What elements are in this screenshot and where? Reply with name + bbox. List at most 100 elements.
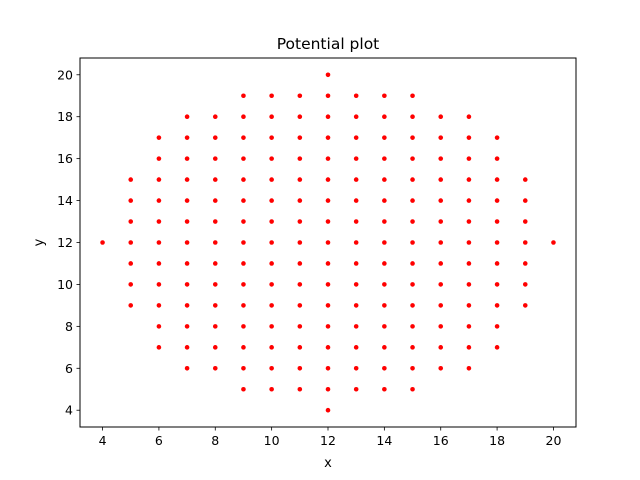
data-point — [325, 114, 331, 120]
data-point — [466, 156, 472, 161]
data-point — [297, 345, 303, 350]
data-point — [269, 135, 274, 140]
data-point — [438, 177, 444, 182]
data-point — [353, 198, 359, 203]
data-point — [353, 156, 359, 161]
data-point — [212, 177, 218, 182]
x-tick-label: 6 — [155, 433, 163, 448]
data-point — [410, 324, 415, 329]
data-point — [184, 282, 190, 287]
x-tick-label: 20 — [546, 433, 562, 448]
data-point — [212, 198, 218, 203]
data-point — [522, 240, 528, 245]
data-point — [325, 93, 331, 99]
x-tick-label: 16 — [433, 433, 449, 448]
data-point — [100, 240, 105, 245]
data-point — [325, 177, 331, 182]
data-point — [241, 156, 246, 161]
data-point — [297, 177, 303, 182]
data-point — [297, 386, 303, 392]
data-point — [325, 345, 331, 350]
data-point — [466, 114, 472, 120]
data-point — [297, 93, 303, 99]
data-point — [522, 303, 528, 308]
data-point — [269, 303, 274, 308]
data-point — [269, 219, 274, 224]
data-point — [410, 303, 415, 308]
data-point — [438, 345, 444, 350]
data-point — [353, 177, 359, 182]
data-point — [410, 177, 415, 182]
data-point — [466, 365, 472, 371]
data-point — [410, 198, 415, 203]
data-point — [156, 177, 162, 182]
data-point — [241, 303, 246, 308]
data-point — [156, 219, 162, 224]
data-point — [382, 156, 387, 161]
data-point — [297, 365, 303, 371]
data-point — [184, 261, 190, 266]
data-point — [382, 93, 387, 99]
data-point — [297, 303, 303, 308]
ticks-layer: 4 6 8 10 12 14 16 18 20 4 6 8 10 12 14 16 18 20 — [57, 67, 561, 448]
data-point — [241, 219, 246, 224]
data-point — [438, 240, 444, 245]
data-point — [410, 156, 415, 161]
data-point — [438, 135, 444, 140]
y-tick-label: 20 — [57, 67, 73, 82]
data-point — [410, 365, 415, 371]
x-tick-label: 4 — [99, 433, 107, 448]
y-tick-label: 10 — [57, 277, 73, 292]
data-point — [353, 93, 359, 99]
y-tick-label: 12 — [57, 235, 73, 250]
data-point — [241, 386, 246, 392]
data-point — [128, 261, 134, 266]
data-point — [212, 114, 218, 120]
data-point — [212, 135, 218, 140]
data-point — [466, 198, 472, 203]
x-tick-label: 12 — [320, 433, 336, 448]
data-point — [269, 156, 274, 161]
data-point — [325, 219, 331, 224]
data-point — [212, 345, 218, 350]
data-point — [466, 219, 472, 224]
data-point — [353, 114, 359, 120]
data-point — [184, 114, 190, 120]
data-point — [438, 324, 444, 329]
data-point — [156, 345, 162, 350]
data-point — [156, 198, 162, 203]
data-point — [410, 219, 415, 224]
x-tick-label: 14 — [376, 433, 392, 448]
data-point — [410, 93, 415, 99]
data-point — [353, 365, 359, 371]
data-point — [494, 177, 500, 182]
data-point — [382, 240, 387, 245]
data-point — [466, 135, 472, 140]
data-point — [241, 365, 246, 371]
data-point — [438, 156, 444, 161]
data-point — [522, 177, 528, 182]
data-point — [522, 198, 528, 203]
data-point — [410, 345, 415, 350]
data-point — [184, 198, 190, 203]
data-point — [325, 282, 331, 287]
data-point — [325, 156, 331, 161]
data-point — [156, 303, 162, 308]
data-point — [212, 261, 218, 266]
data-point — [438, 219, 444, 224]
data-point — [353, 261, 359, 266]
data-point — [382, 345, 387, 350]
data-point — [438, 303, 444, 308]
data-point — [269, 177, 274, 182]
data-point — [325, 240, 331, 245]
data-point — [128, 198, 134, 203]
data-point — [353, 345, 359, 350]
data-point — [382, 282, 387, 287]
data-point — [382, 135, 387, 140]
data-point — [128, 177, 134, 182]
data-point — [382, 365, 387, 371]
data-point — [438, 114, 444, 120]
data-point — [184, 365, 190, 371]
data-point — [353, 219, 359, 224]
data-point — [494, 282, 500, 287]
